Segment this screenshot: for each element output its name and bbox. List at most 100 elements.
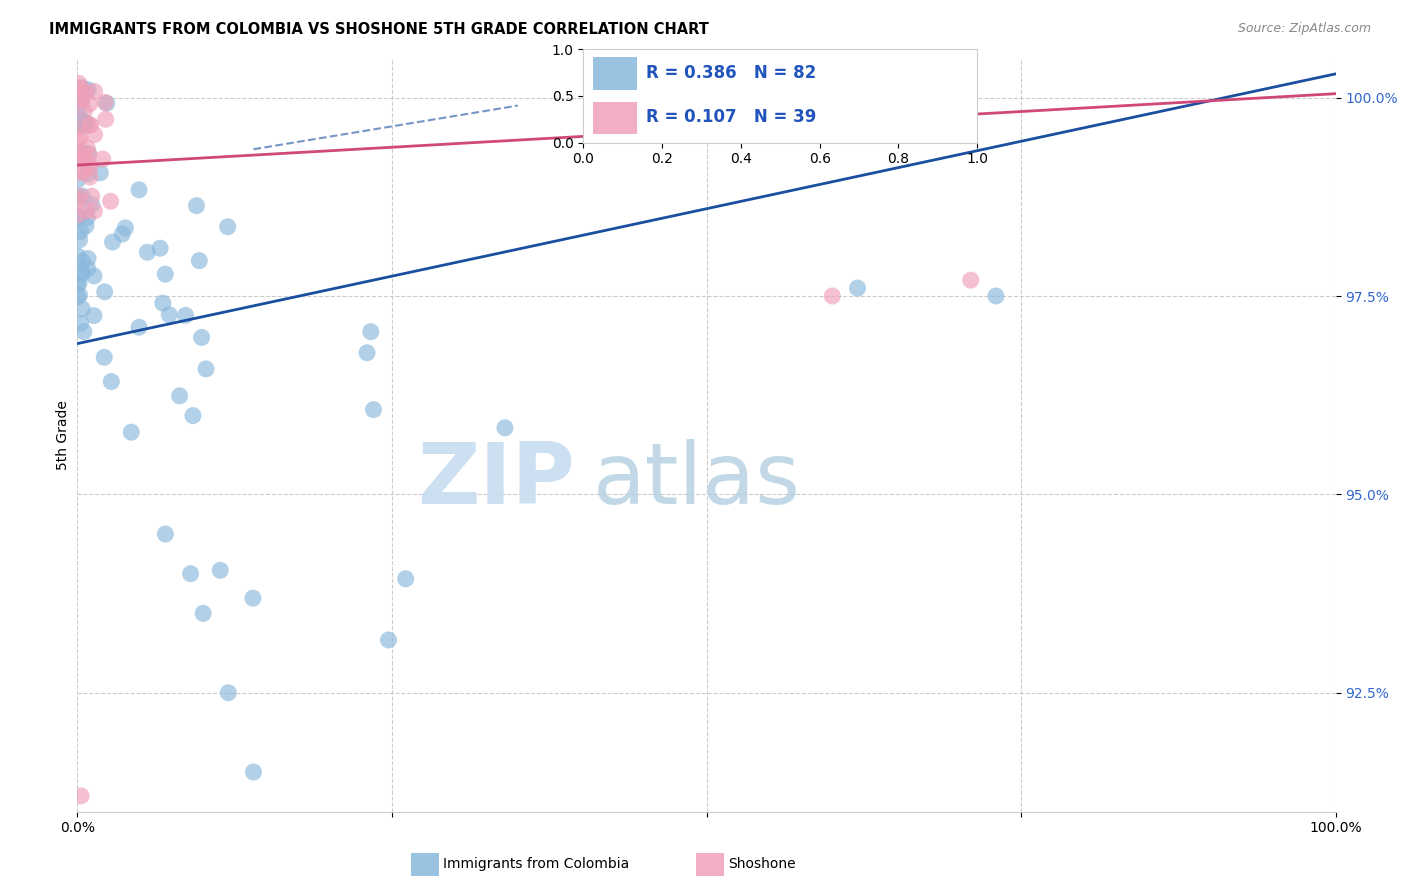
- Point: [70, 301, 93, 316]
- Point: [66, 93, 89, 107]
- Point: [72, 254, 94, 268]
- Point: [70, 264, 93, 278]
- Point: [70, 80, 93, 95]
- Point: [75, 85, 97, 99]
- Point: [94, 112, 117, 127]
- Point: [191, 607, 215, 621]
- Text: ZIP: ZIP: [416, 439, 575, 522]
- Point: [66, 249, 89, 263]
- Point: [75, 219, 97, 233]
- Point: [242, 765, 264, 780]
- Point: [70, 789, 93, 803]
- Point: [76, 141, 98, 155]
- Y-axis label: 5th Grade: 5th Grade: [56, 400, 70, 470]
- Point: [76, 261, 98, 276]
- Point: [79, 161, 101, 175]
- Point: [70, 112, 93, 127]
- Point: [120, 425, 142, 439]
- Point: [136, 245, 159, 260]
- Point: [79, 118, 101, 132]
- Text: atlas: atlas: [593, 439, 801, 522]
- Point: [66, 173, 89, 187]
- Point: [67, 133, 90, 147]
- Point: [77, 156, 100, 170]
- Point: [66, 190, 89, 204]
- Point: [67, 120, 90, 134]
- Point: [395, 572, 418, 586]
- Point: [188, 253, 211, 268]
- Point: [80, 189, 103, 203]
- Point: [152, 296, 174, 310]
- Point: [157, 308, 180, 322]
- Point: [83, 309, 105, 323]
- Point: [73, 325, 96, 339]
- Point: [73, 117, 96, 131]
- Point: [91, 152, 114, 166]
- Point: [190, 330, 212, 344]
- Point: [66, 150, 89, 164]
- Point: [69, 233, 91, 247]
- Point: [217, 686, 239, 700]
- Point: [69, 316, 91, 330]
- Point: [66, 211, 89, 225]
- Point: [66, 90, 89, 104]
- Point: [66, 106, 89, 120]
- Point: [67, 153, 90, 167]
- Text: R = 0.386   N = 82: R = 0.386 N = 82: [647, 64, 817, 82]
- Point: [79, 96, 101, 111]
- Point: [77, 167, 100, 181]
- Point: [72, 189, 94, 203]
- Point: [67, 277, 90, 291]
- Point: [83, 85, 105, 99]
- Point: [67, 77, 90, 91]
- Text: Source: ZipAtlas.com: Source: ZipAtlas.com: [1237, 22, 1371, 36]
- Point: [69, 131, 91, 145]
- Point: [242, 591, 264, 606]
- Point: [79, 169, 101, 184]
- Point: [149, 241, 172, 255]
- Point: [70, 147, 93, 161]
- Point: [984, 289, 1007, 303]
- Point: [72, 145, 94, 160]
- Point: [111, 227, 134, 241]
- Point: [93, 351, 115, 365]
- Point: [83, 204, 105, 219]
- Point: [66, 290, 89, 304]
- Point: [67, 189, 90, 203]
- Point: [77, 252, 100, 266]
- Point: [155, 527, 177, 541]
- Point: [67, 119, 90, 133]
- Point: [69, 165, 91, 179]
- Point: [72, 165, 94, 179]
- Point: [77, 83, 100, 97]
- Point: [67, 120, 90, 134]
- Text: Shoshone: Shoshone: [728, 857, 796, 871]
- Point: [80, 197, 103, 211]
- Point: [96, 96, 118, 111]
- Point: [186, 199, 208, 213]
- Point: [494, 421, 516, 435]
- Point: [194, 362, 217, 376]
- Point: [100, 194, 122, 209]
- Point: [70, 95, 93, 110]
- Point: [83, 268, 105, 283]
- Point: [89, 166, 111, 180]
- Point: [69, 81, 91, 95]
- Point: [360, 325, 382, 339]
- Point: [181, 409, 204, 423]
- Point: [73, 104, 96, 119]
- Point: [174, 308, 197, 322]
- Point: [128, 320, 150, 334]
- Point: [169, 389, 191, 403]
- Point: [377, 632, 399, 647]
- Point: [67, 84, 90, 98]
- Point: [70, 267, 93, 281]
- Text: Immigrants from Colombia: Immigrants from Colombia: [443, 857, 628, 871]
- Text: R = 0.107   N = 39: R = 0.107 N = 39: [647, 108, 817, 126]
- FancyBboxPatch shape: [593, 57, 637, 90]
- Point: [69, 146, 91, 161]
- Point: [66, 194, 89, 208]
- Point: [959, 273, 981, 287]
- Point: [69, 225, 91, 239]
- Point: [76, 116, 98, 130]
